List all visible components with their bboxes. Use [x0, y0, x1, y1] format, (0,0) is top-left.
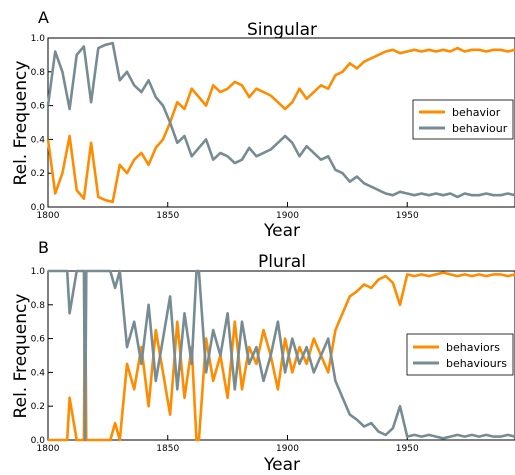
panel-b-ytick-label-0.2: 0.2	[31, 402, 45, 412]
panel-b-ytick-label-0.8: 0.8	[31, 301, 46, 311]
panel-b-ytick-label-0.6: 0.6	[31, 335, 46, 345]
panel-a-ytick-label-1: 1.0	[31, 34, 46, 44]
panel-b-title: Plural	[258, 252, 306, 272]
panel-b-legend-box	[406, 333, 514, 376]
panel-a-ticks: 1800 1850 1900 1950 0.0 0.2 0.4 0.6 0.8 1.0	[31, 34, 419, 221]
panel-b-ytick-label-1: 1.0	[31, 267, 46, 277]
panel-a-ytick-label-0.6: 0.6	[31, 102, 46, 112]
legend-label-behaviours: behaviours	[446, 357, 507, 370]
panel-a: A Singular 1800 1850 1900 1950 0.0 0.2 0.4 0.6 0…	[11, 8, 515, 241]
panel-b-line-behaviours	[48, 269, 515, 442]
panel-b-ticks: 1800 1850 1900 1950 0.0 0.2 0.4 0.6 0.8 1.0	[31, 267, 419, 454]
panel-a-ytick-label-0.8: 0.8	[31, 68, 46, 78]
panel-a-legend-box	[412, 99, 514, 140]
panel-b-letter: B	[38, 238, 49, 257]
panel-b-legend: behaviors behaviours	[406, 333, 514, 376]
panel-b-line-behaviors	[48, 269, 515, 442]
panel-a-letter: A	[38, 8, 49, 27]
panel-a-ytick-label-0.2: 0.2	[31, 169, 45, 179]
panel-a-plot-frame	[47, 37, 515, 208]
panel-a-series	[46, 41, 515, 204]
panel-b-ytick-label-0.4: 0.4	[31, 368, 46, 378]
panel-a-xtick-label-1850: 1850	[156, 211, 179, 221]
panel-b-plot-frame	[47, 270, 515, 441]
panel-b-xtick-label-1850: 1850	[156, 444, 179, 454]
panel-a-xlabel: Year	[263, 221, 300, 241]
panel-a-xtick-label-1950: 1950	[396, 211, 419, 221]
panel-b-xtick-label-1900: 1900	[276, 444, 299, 454]
panel-a-ytick-label-0: 0.0	[31, 203, 46, 213]
legend-label-behaviors: behaviors	[446, 341, 500, 354]
panel-a-ytick-label-0.4: 0.4	[31, 135, 46, 145]
legend-label-behaviour: behaviour	[452, 122, 508, 135]
panel-b-ylabel: Rel. Frequency	[11, 294, 31, 419]
panel-a-xtick-label-1800: 1800	[37, 211, 60, 221]
panel-a-ylabel: Rel. Frequency	[11, 61, 31, 186]
panel-a-line-behavior	[46, 46, 515, 204]
panel-b-xtick-label-1800: 1800	[37, 444, 60, 454]
panel-b-xtick-label-1950: 1950	[396, 444, 419, 454]
panel-a-title: Singular	[247, 20, 317, 40]
panel-b: B Plural 1800 1850 1900 1950 0.0 0.2 0.4 0.6 0.8…	[11, 238, 515, 475]
panel-a-xtick-label-1900: 1900	[276, 211, 299, 221]
legend-label-behavior: behavior	[452, 106, 501, 119]
panel-b-series	[48, 269, 515, 442]
panel-a-line-behaviour	[46, 41, 515, 199]
panel-b-xlabel: Year	[263, 455, 300, 475]
panel-b-ytick-label-0: 0.0	[31, 436, 46, 446]
panel-a-legend: behavior behaviour	[412, 99, 514, 140]
